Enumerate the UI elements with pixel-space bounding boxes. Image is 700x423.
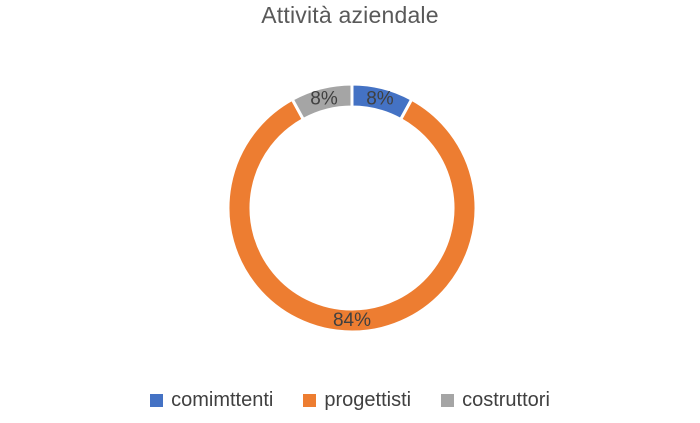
donut-slice-costruttori[interactable] — [290, 82, 354, 122]
donut-slice-progettisti[interactable] — [226, 97, 478, 334]
chart-title: Attività aziendale — [261, 2, 439, 28]
legend-label: progettisti — [324, 389, 412, 411]
legend-label: comimttenti — [171, 389, 274, 411]
legend-item-costruttori[interactable]: costruttori — [441, 389, 550, 412]
legend-swatch-costruttori — [441, 394, 455, 407]
legend-item-progettisti[interactable]: progettisti — [303, 389, 411, 412]
legend: comimttenti progettisti costruttori — [0, 389, 700, 412]
legend-swatch-comimttenti — [150, 394, 164, 407]
legend-label: costruttori — [462, 389, 550, 411]
legend-item-comimttenti[interactable]: comimttenti — [150, 389, 273, 412]
data-label-comimttenti: 8% — [366, 89, 394, 110]
data-label-costruttori: 8% — [310, 89, 338, 110]
legend-swatch-progettisti — [303, 394, 317, 407]
data-label-progettisti: 84% — [333, 310, 371, 331]
